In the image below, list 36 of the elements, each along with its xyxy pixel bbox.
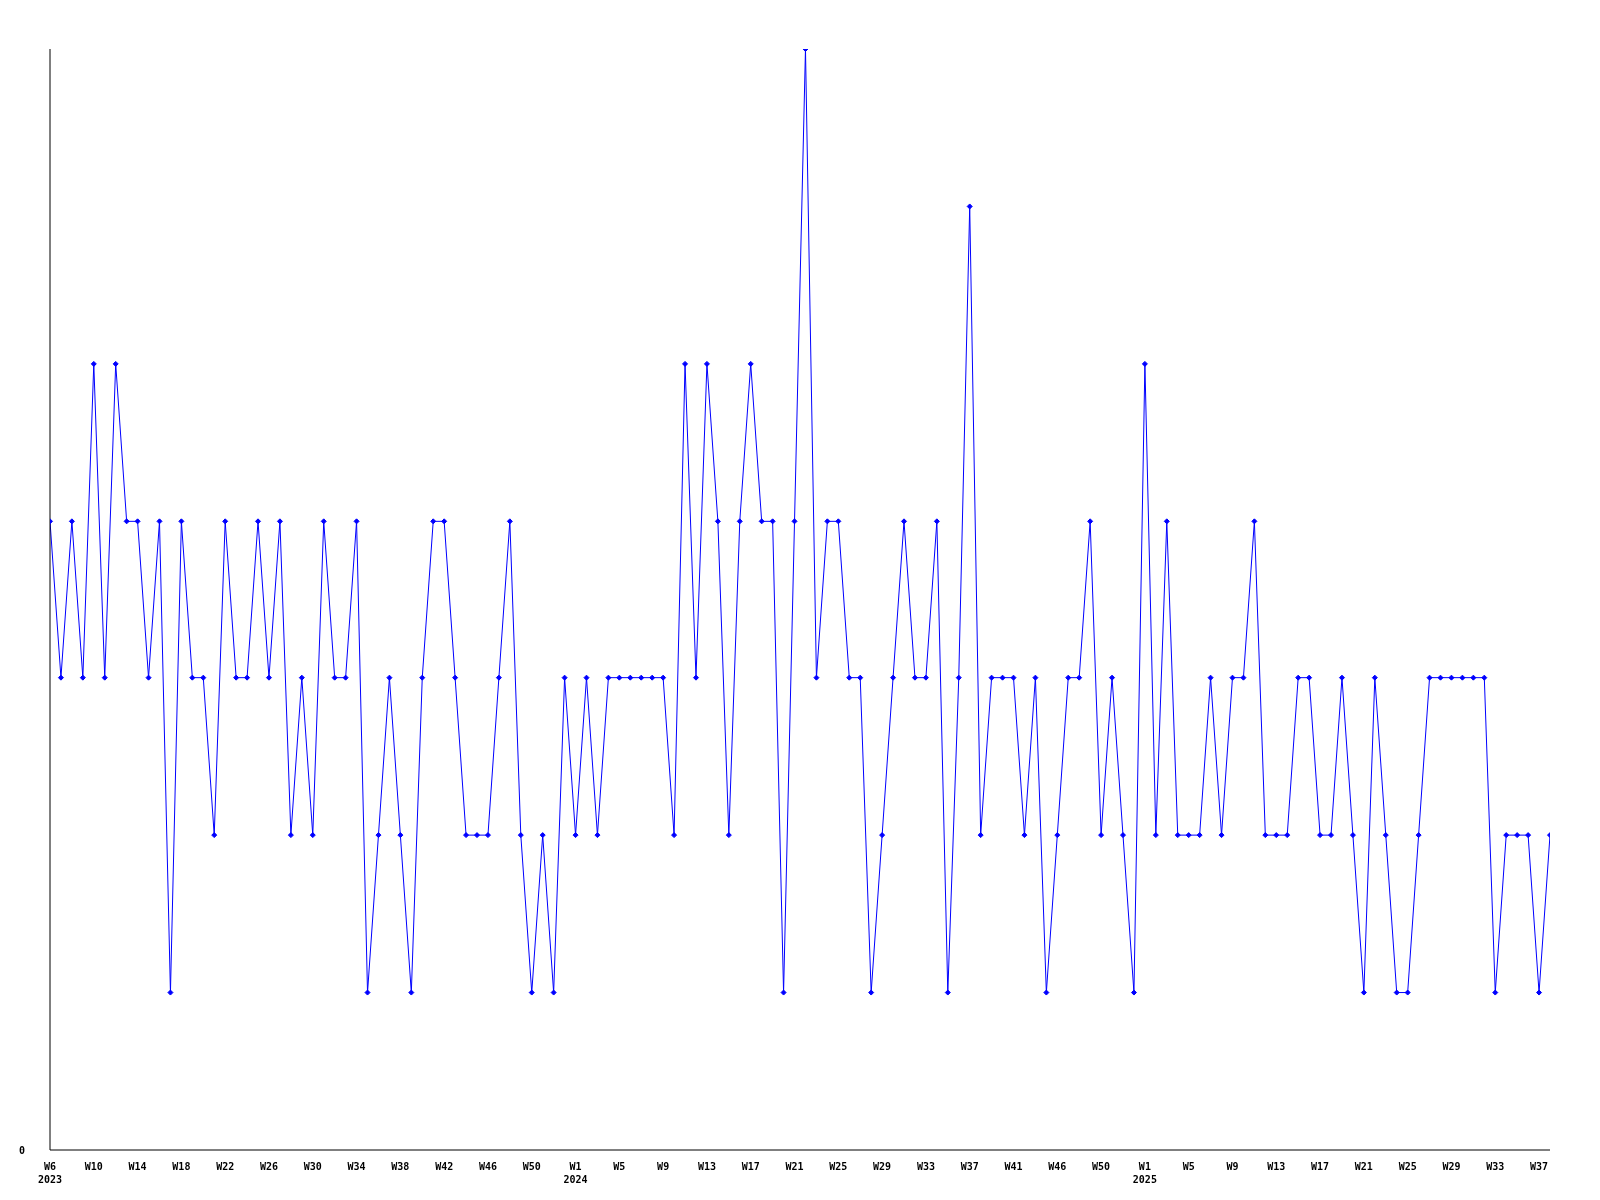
x-tick-label: W37: [960, 1161, 979, 1172]
x-tick-label: W5: [1182, 1161, 1195, 1172]
x-tick-label: W33: [1486, 1161, 1505, 1172]
x-tick-label: W22: [216, 1161, 235, 1172]
x-tick-label: W41: [1004, 1161, 1023, 1172]
x-tick-label: W34: [347, 1161, 366, 1172]
x-tick-label: W50: [1092, 1161, 1111, 1172]
x-tick-label: W17: [1311, 1161, 1330, 1172]
text: 0: [18, 1145, 26, 1156]
x-tick-label: W14: [128, 1161, 147, 1172]
x-tick-label: W26: [259, 1161, 279, 1172]
x-tick-label: W37: [1530, 1161, 1549, 1172]
x-tick-label: W46: [478, 1161, 497, 1172]
x-tick-label: W13: [697, 1161, 716, 1172]
x-tick-label: W25: [829, 1161, 848, 1172]
x-tick-label: W6 2023: [37, 1161, 63, 1185]
x-tick-label: W30: [303, 1161, 322, 1172]
x-tick-label: W13: [1267, 1161, 1286, 1172]
x-tick-label: W5: [613, 1161, 626, 1172]
x-tick-label: W21: [1354, 1161, 1373, 1172]
x-tick-label: W21: [785, 1161, 804, 1172]
x-tick-label: W50: [522, 1161, 541, 1172]
x-tick-label: W46: [1048, 1161, 1067, 1172]
x-tick-label: W38: [391, 1161, 410, 1172]
x-tick-label: W1 2024: [563, 1161, 588, 1185]
x-tick-label: W9: [1226, 1161, 1239, 1172]
x-tick-label: W42: [435, 1161, 454, 1172]
x-tick-label: W33: [916, 1161, 935, 1172]
x-tick-label: W29: [1442, 1161, 1461, 1172]
x-tick-label: W29: [873, 1161, 892, 1172]
x-tick-label: W18: [172, 1161, 191, 1172]
x-tick-label: W17: [741, 1161, 760, 1172]
x-tick-label: W25: [1398, 1161, 1417, 1172]
x-tick-label: W10: [84, 1161, 103, 1172]
x-tick-label: W9: [657, 1161, 670, 1172]
x-tick-label: W1 2025: [1132, 1161, 1157, 1185]
